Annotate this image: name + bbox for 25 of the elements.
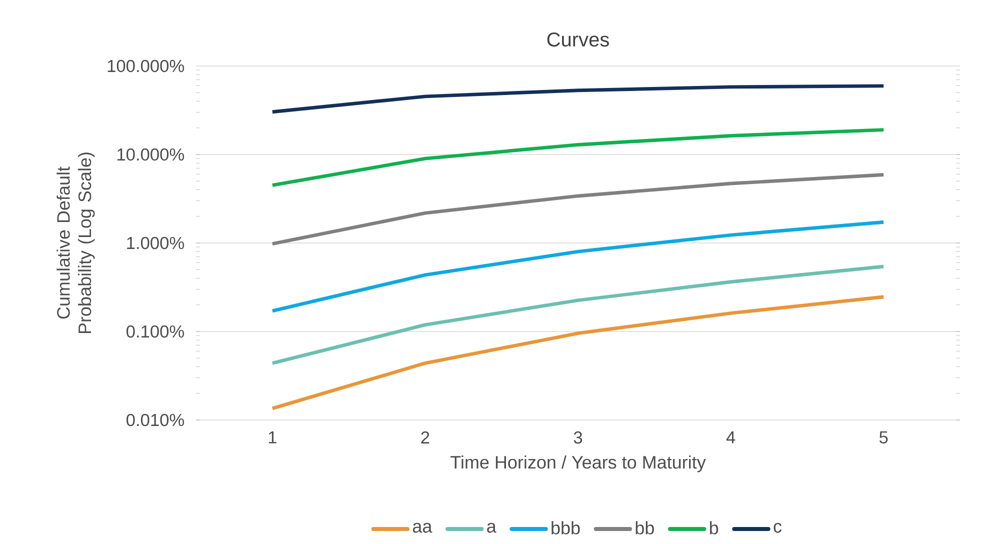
legend-label: b xyxy=(710,521,718,534)
y-tick-label: 0.010% xyxy=(126,414,184,426)
legend-label: a xyxy=(487,522,496,533)
y-tick-label: 100.000% xyxy=(108,60,184,72)
x-tick-label: 1 xyxy=(268,431,276,444)
x-tick-label: 2 xyxy=(421,431,430,444)
line-series xyxy=(270,220,886,313)
y-tick-label: 10.000% xyxy=(118,148,184,161)
line-series xyxy=(270,264,886,365)
legend-label: bb xyxy=(636,521,654,534)
x-tick-label: 4 xyxy=(726,431,736,444)
legend-label: aa xyxy=(412,522,432,533)
y-axis-title: Cumulative Default Probability (Log Scale) xyxy=(56,152,95,334)
line-series xyxy=(270,173,886,246)
line-series xyxy=(270,295,886,410)
line-series xyxy=(270,128,886,187)
y-tick-label: 0.100% xyxy=(126,325,184,338)
legend-label: c xyxy=(774,522,782,533)
x-tick-label: 5 xyxy=(879,431,888,444)
y-tick-label: 1.000% xyxy=(127,236,184,250)
x-tick-label: 3 xyxy=(574,431,582,444)
x-axis-title: Time Horizon / Years to Maturity xyxy=(450,455,706,472)
chart-title: Curves xyxy=(547,32,609,47)
line-series xyxy=(270,84,886,114)
legend-label: bbb xyxy=(552,521,580,534)
